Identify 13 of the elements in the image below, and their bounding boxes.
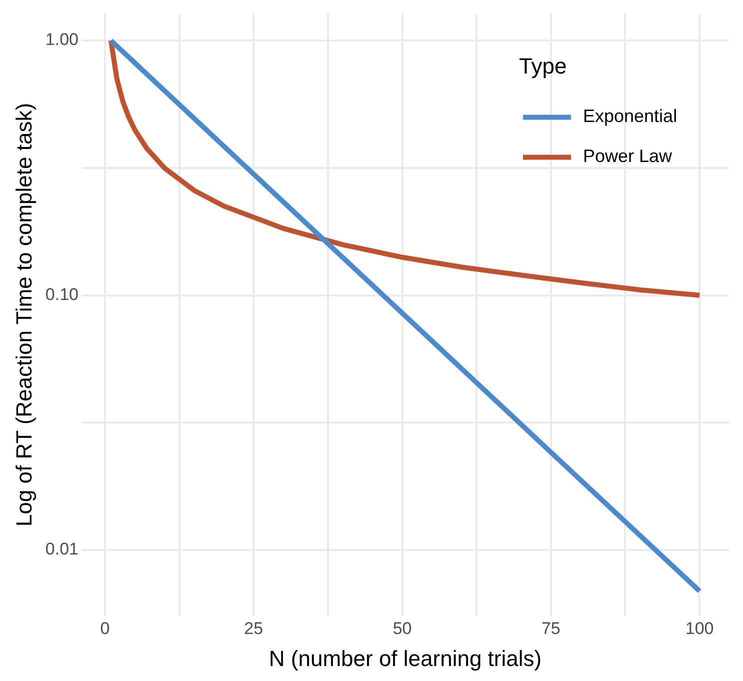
x-tick-label: 50 — [392, 619, 412, 638]
y-tick-label: 1.00 — [45, 30, 78, 50]
y-axis-title: Log of RT (Reaction Time to complete task) — [11, 102, 36, 526]
x-tick-label: 0 — [100, 619, 110, 638]
legend-title: Type — [519, 53, 567, 78]
y-tick-label: 0.01 — [45, 540, 78, 559]
x-tick-label: 100 — [685, 619, 714, 638]
x-axis-title: N (number of learning trials) — [268, 646, 542, 671]
x-tick-label: 25 — [244, 619, 264, 638]
legend-label: Power Law — [583, 146, 674, 166]
y-tick-label: 0.10 — [45, 284, 78, 304]
legend-label: Exponential — [583, 106, 678, 126]
x-tick-label: 75 — [541, 619, 560, 638]
